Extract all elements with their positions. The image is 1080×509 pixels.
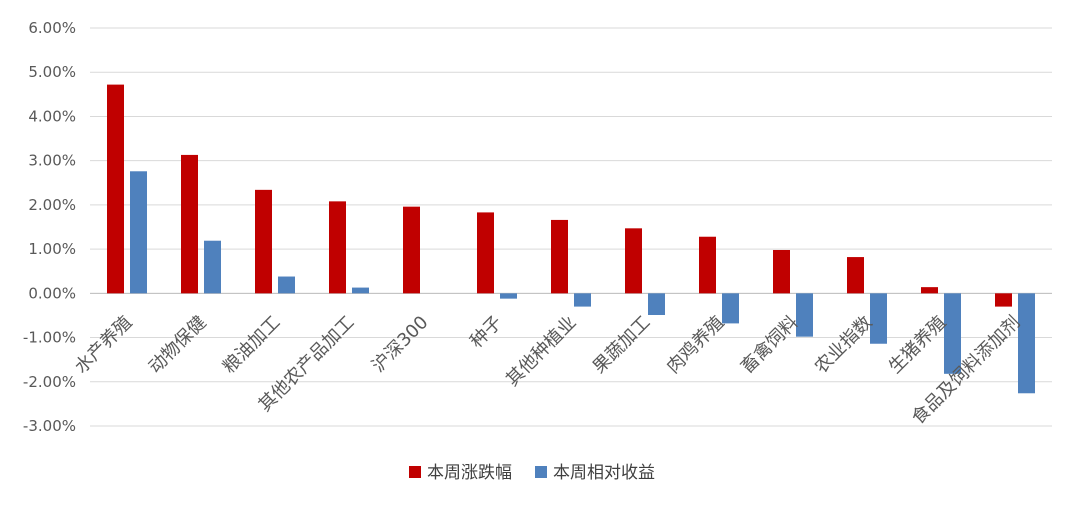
y-tick-label: 3.00% <box>28 152 76 170</box>
y-tick-label: 1.00% <box>28 240 76 258</box>
bar-series-1 <box>773 249 790 294</box>
bar-series-1 <box>921 287 938 294</box>
bar-series-2 <box>278 276 295 294</box>
bar-series-1 <box>477 212 494 294</box>
y-tick-label: -2.00% <box>23 373 76 391</box>
legend-swatch-series-2 <box>535 466 547 478</box>
x-category-label: 种子 <box>466 312 506 352</box>
x-category-label: 果蔬加工 <box>589 312 655 378</box>
x-category-label: 肉鸡养殖 <box>662 311 728 377</box>
bar-series-2 <box>944 293 961 374</box>
x-category-label: 沪深300 <box>368 312 433 377</box>
bar-series-2 <box>130 171 147 294</box>
x-category-label: 动物保健 <box>145 312 211 378</box>
x-category-label: 农业指数 <box>811 312 877 378</box>
bar-series-1 <box>403 206 420 294</box>
y-tick-label: 5.00% <box>28 63 76 81</box>
legend-swatch-series-1 <box>409 466 421 478</box>
y-axis-tick-labels: 6.00% 5.00% 4.00% 3.00% 2.00% 1.00% 0.00% -1.00… <box>23 19 76 435</box>
bar-series-1 <box>255 189 272 294</box>
bar-series-1 <box>699 236 716 294</box>
bar-series-1 <box>847 257 864 294</box>
bar-series-2 <box>648 293 665 316</box>
bar-series-1 <box>181 154 198 294</box>
bar-series-2 <box>870 293 887 344</box>
legend-label-series-1: 本周涨跌幅 <box>427 463 512 483</box>
grid-lines <box>90 27 1052 427</box>
bar-series-2 <box>722 293 739 324</box>
legend: 本周涨跌幅 本周相对收益 <box>409 463 655 483</box>
x-category-label: 水产养殖 <box>70 311 136 377</box>
bar-series-1 <box>995 293 1012 307</box>
legend-label-series-2: 本周相对收益 <box>553 463 655 483</box>
bar-series-2 <box>574 293 591 307</box>
bars <box>107 84 1035 394</box>
bar-series-2 <box>1018 293 1035 394</box>
y-tick-label: -1.00% <box>23 329 76 347</box>
x-category-label: 其他种植业 <box>502 312 580 390</box>
bar-series-2 <box>500 293 517 299</box>
bar-series-1 <box>107 84 124 294</box>
x-category-label: 粮油加工 <box>219 312 285 378</box>
bar-series-1 <box>329 201 346 294</box>
bar-series-2 <box>204 240 221 294</box>
bar-series-2 <box>796 293 813 337</box>
bar-series-2 <box>352 287 369 294</box>
y-tick-label: 2.00% <box>28 196 76 214</box>
y-tick-label: 0.00% <box>28 284 76 302</box>
bar-series-1 <box>551 219 568 294</box>
bar-series-1 <box>625 228 642 294</box>
y-tick-label: 4.00% <box>28 107 76 125</box>
y-tick-label: 6.00% <box>28 19 76 37</box>
x-category-label: 生猪养殖 <box>884 311 950 377</box>
y-tick-label: -3.00% <box>23 417 76 435</box>
x-category-label: 畜禽饲料 <box>737 312 803 378</box>
